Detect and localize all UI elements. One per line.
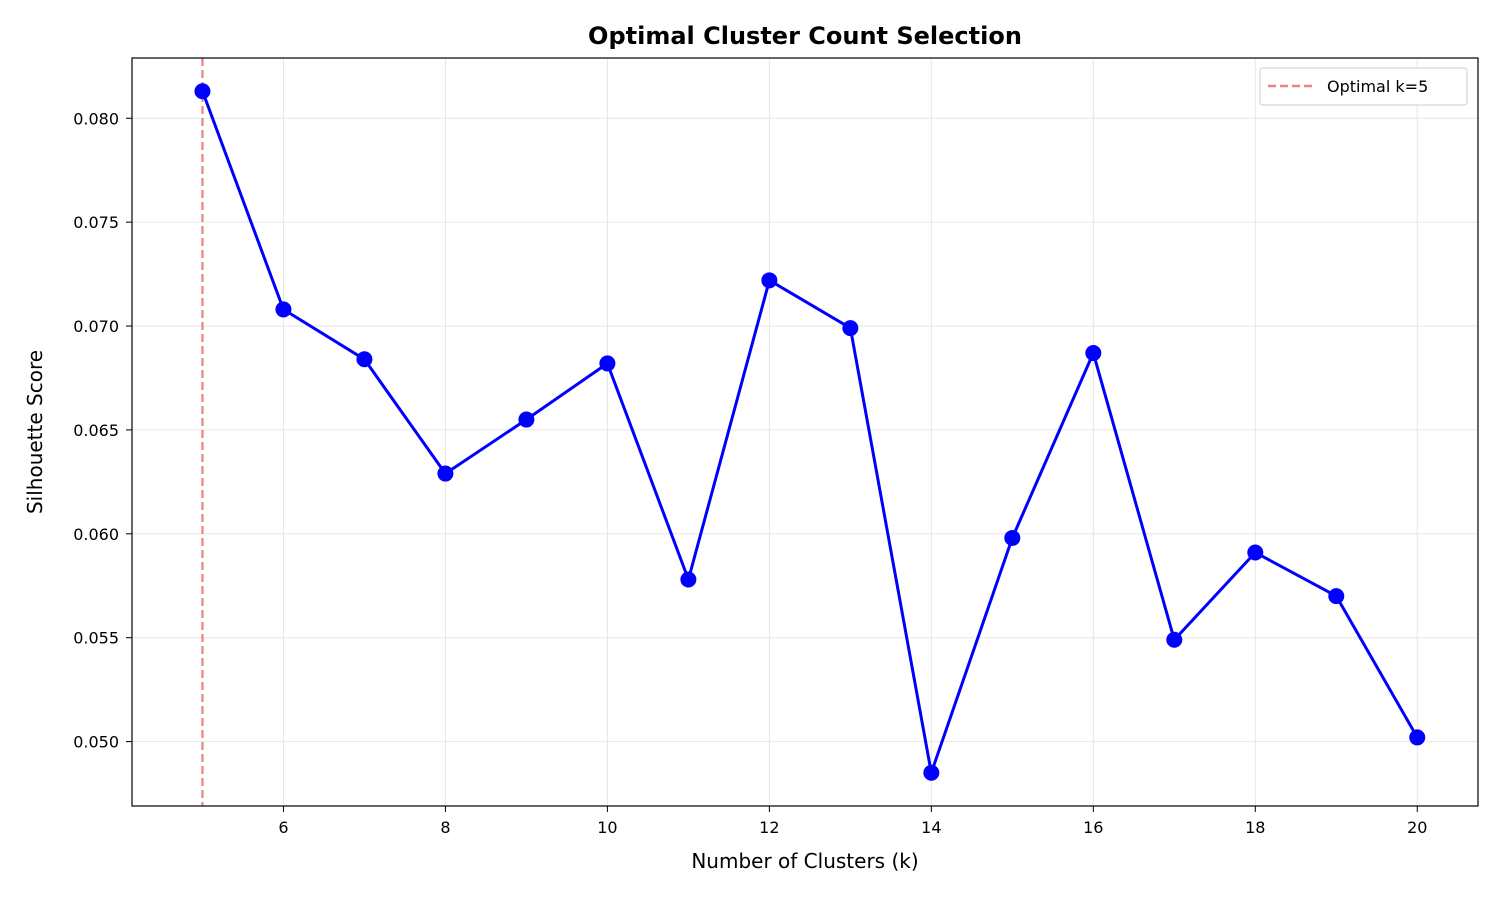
x-tick-label: 6: [278, 818, 288, 837]
data-point: [680, 571, 697, 588]
data-point: [1328, 588, 1345, 605]
legend: Optimal k=5: [1259, 67, 1468, 106]
data-point: [1004, 529, 1021, 546]
data-point: [356, 351, 373, 368]
y-tick-label: 0.070: [73, 317, 119, 336]
x-tick-label: 8: [440, 818, 450, 837]
data-point: [518, 411, 535, 428]
y-axis-label: Silhouette Score: [23, 350, 47, 514]
x-tick-label: 14: [921, 818, 941, 837]
data-point: [275, 301, 292, 318]
series-layer: [194, 83, 1426, 781]
legend-label: Optimal k=5: [1327, 77, 1428, 96]
data-point: [599, 355, 616, 372]
data-point: [923, 764, 940, 781]
y-tick-label: 0.080: [73, 109, 119, 128]
y-tick-label: 0.055: [73, 629, 119, 648]
data-point: [194, 83, 211, 100]
data-point: [1247, 544, 1264, 561]
y-tick-label: 0.050: [73, 733, 119, 752]
x-tick-label: 18: [1245, 818, 1265, 837]
series-line: [201, 90, 1419, 775]
data-point: [1166, 631, 1183, 648]
x-tick-label: 20: [1407, 818, 1427, 837]
legend-box: [1259, 67, 1468, 106]
y-tick-label: 0.065: [73, 421, 119, 440]
plot-frame: [131, 57, 1479, 807]
data-point: [437, 465, 454, 482]
x-axis-label: Number of Clusters (k): [691, 849, 918, 873]
y-axis-ticks: 0.050 0.055 0.060 0.065 0.070 0.075 0.080: [73, 109, 132, 752]
chart-title: Optimal Cluster Count Selection: [588, 22, 1022, 50]
x-axis-ticks: 6 8 10 12 14 16 18 20: [278, 806, 1427, 837]
y-tick-label: 0.060: [73, 525, 119, 544]
grid-lines: [132, 58, 1478, 806]
x-tick-label: 16: [1083, 818, 1103, 837]
x-tick-label: 12: [759, 818, 779, 837]
data-point: [1409, 729, 1426, 746]
data-point: [1085, 345, 1102, 362]
data-point: [761, 272, 778, 289]
data-point: [842, 320, 859, 337]
x-tick-label: 10: [597, 818, 617, 837]
y-tick-label: 0.075: [73, 213, 119, 232]
